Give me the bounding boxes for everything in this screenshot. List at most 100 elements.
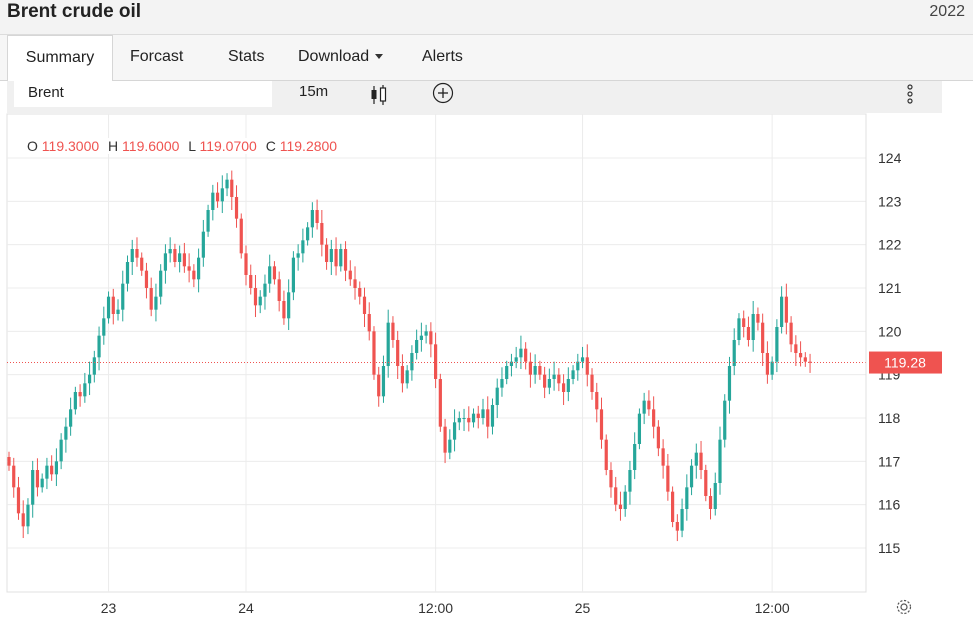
candle-body <box>803 357 807 362</box>
y-tick-label: 116 <box>878 497 901 513</box>
candle-body <box>362 296 367 314</box>
candle-body <box>742 318 746 327</box>
plus-circle-icon[interactable] <box>432 82 454 109</box>
candle-body <box>225 179 229 189</box>
x-tick-label: 12:00 <box>755 600 790 616</box>
candle-body <box>215 192 220 202</box>
more-vertical-icon[interactable] <box>905 82 915 111</box>
candle-body <box>528 361 532 375</box>
x-tick-label: 12:00 <box>418 600 453 616</box>
candle-body <box>206 210 210 232</box>
candle-body <box>163 253 168 271</box>
candle-body <box>713 483 717 509</box>
ohlc-high-label: H <box>108 138 119 154</box>
candle-body <box>69 409 73 427</box>
candle-body <box>144 270 149 288</box>
candle-body <box>211 192 215 210</box>
tab-summary[interactable]: Summary <box>7 35 113 81</box>
tab-stats[interactable]: Stats <box>228 35 264 80</box>
ohlc-legend: O 119.3000 H 119.6000 L 119.0700 C 119.2… <box>25 138 345 154</box>
ohlc-high-value: 119.6000 <box>122 138 180 154</box>
candle-body <box>746 327 751 340</box>
candle-body <box>116 309 120 314</box>
candle-body <box>192 270 196 280</box>
candle-body <box>343 249 348 271</box>
candle-body <box>500 379 504 388</box>
candle-body <box>64 426 68 440</box>
tab-forcast[interactable]: Forcast <box>130 35 183 80</box>
candle-body <box>272 266 277 280</box>
x-tick-label: 24 <box>238 600 254 616</box>
candle-body <box>561 383 566 392</box>
candle-body <box>794 344 798 353</box>
candle-body <box>543 374 547 388</box>
candle-body <box>652 409 656 427</box>
candle-body <box>623 491 627 509</box>
tab-alerts-label: Alerts <box>422 48 463 65</box>
candle-body <box>547 379 551 388</box>
candle-body <box>31 470 35 505</box>
candle-body <box>310 210 314 228</box>
candle-body <box>538 366 542 375</box>
candle-body <box>552 374 556 379</box>
candle-body <box>73 392 77 410</box>
candle-body <box>671 491 675 522</box>
symbol-search-input[interactable]: Brent <box>14 81 272 107</box>
y-tick-label: 123 <box>878 193 902 209</box>
candle-body <box>571 370 575 379</box>
tab-alerts[interactable]: Alerts <box>422 35 463 80</box>
candle-body <box>372 331 376 375</box>
interval-selector[interactable]: 15m <box>299 83 329 100</box>
candle-body <box>756 314 760 323</box>
candle-body <box>452 422 457 440</box>
tab-download-label: Download <box>298 48 370 65</box>
candle-body <box>462 418 466 419</box>
candle-body <box>12 465 16 488</box>
candle-body <box>353 279 357 288</box>
ohlc-close-label: C <box>265 138 276 154</box>
candle-body <box>566 379 570 392</box>
candle-body <box>590 374 594 392</box>
candle-body <box>614 487 618 505</box>
candle-body <box>661 448 665 466</box>
candle-body <box>291 257 295 293</box>
candle-body <box>576 361 580 371</box>
candle-body <box>514 357 518 362</box>
candlestick-icon[interactable] <box>369 83 389 112</box>
candle-body <box>476 413 480 418</box>
candle-body <box>50 465 54 475</box>
candle-body <box>78 392 82 397</box>
candle-body <box>524 348 528 362</box>
candle-body <box>348 270 352 280</box>
candle-body <box>784 296 788 323</box>
candle-body <box>282 301 286 319</box>
candle-body <box>339 249 343 267</box>
candle-body <box>329 249 333 262</box>
candle-body <box>220 188 224 202</box>
gear-icon[interactable] <box>894 597 914 622</box>
candle-body <box>585 357 589 375</box>
candle-body <box>26 504 30 527</box>
tab-download[interactable]: Download <box>298 35 384 80</box>
candle-body <box>187 266 191 271</box>
candle-body <box>106 296 111 319</box>
y-tick-label: 120 <box>878 323 902 339</box>
candle-body <box>666 465 670 492</box>
candle-body <box>381 366 386 397</box>
candle-body <box>604 439 608 470</box>
y-tick-label: 124 <box>878 150 902 166</box>
candle-body <box>386 322 390 366</box>
candle-body <box>424 331 428 336</box>
candle-body <box>595 392 599 410</box>
candle-body <box>495 387 499 405</box>
candle-body <box>201 231 205 258</box>
candle-body <box>140 257 144 271</box>
ohlc-low-value: 119.0700 <box>199 138 257 154</box>
x-tick-label: 23 <box>101 600 117 616</box>
candle-body <box>324 244 329 262</box>
candle-body <box>708 496 713 509</box>
candle-body <box>334 249 338 267</box>
candle-body <box>637 413 642 444</box>
ohlc-close-value: 119.2800 <box>279 138 338 154</box>
